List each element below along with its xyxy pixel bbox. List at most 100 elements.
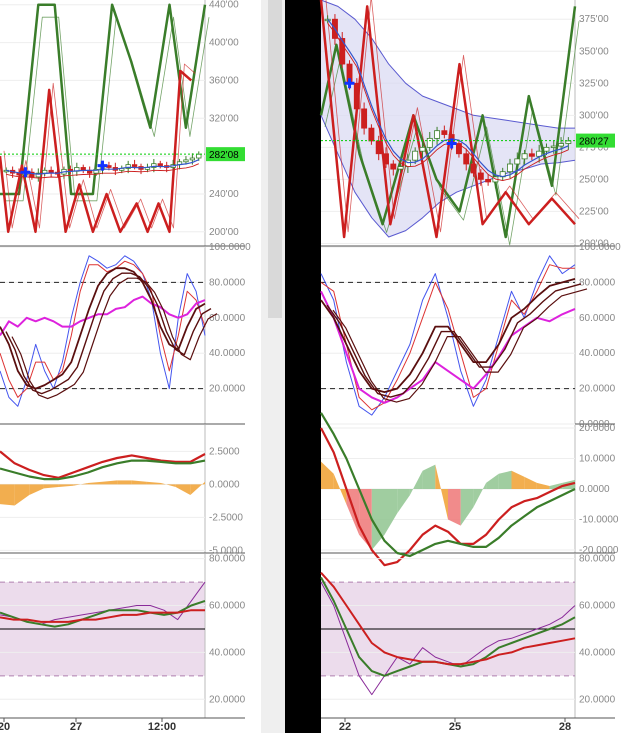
candle-body <box>390 163 397 170</box>
macd-series-line <box>0 459 206 481</box>
macd-y-tick-label: -2.5000 <box>209 512 243 523</box>
macd-histogram-segment <box>435 464 448 520</box>
candle-body <box>361 108 368 129</box>
rsi-series-line <box>320 581 576 696</box>
candle-body <box>196 153 202 159</box>
candle-body <box>485 178 492 183</box>
x-tick-label: 27 <box>70 721 82 733</box>
price-y-tick-label: 240'00 <box>209 189 239 200</box>
price-badge-label: 282'08 <box>209 150 239 161</box>
macd-histogram-segment <box>321 461 334 489</box>
macd-histogram-segment <box>14 484 30 506</box>
rsi-y-tick-label: 40.0000 <box>579 647 616 658</box>
candle-body <box>463 153 470 165</box>
stoch-y-tick-label: 100.0000 <box>579 242 621 253</box>
x-tick-label: 22 <box>339 721 351 733</box>
candle-body <box>35 172 41 178</box>
candle-body <box>558 143 565 147</box>
candle-body <box>131 164 138 167</box>
zigzag-red-line <box>0 69 193 234</box>
scrollbar-thumb[interactable] <box>268 0 282 318</box>
price-y-tick-label: 375'00 <box>579 14 609 25</box>
macd-histogram-segment <box>161 483 176 488</box>
candle-body <box>543 146 550 152</box>
macd-histogram-segment <box>486 473 499 489</box>
macd-histogram-segment <box>87 481 103 485</box>
macd-histogram-segment <box>117 480 132 485</box>
macd-histogram-segment <box>190 481 205 495</box>
candle-body <box>412 150 419 161</box>
candle-body <box>419 146 426 152</box>
rsi-series-line <box>0 599 206 628</box>
macd-y-tick-label: 0.0000 <box>209 479 240 490</box>
x-tick-label: 12:00 <box>148 721 176 733</box>
candle-body <box>157 163 163 166</box>
price-y-tick-label: 275'00 <box>579 142 609 153</box>
candle-body <box>455 143 462 155</box>
stoch-series-line <box>0 267 206 390</box>
candle-body <box>550 145 557 148</box>
macd-histogram-segment <box>448 489 461 526</box>
price-y-tick-label: 200'00 <box>579 238 609 249</box>
candle-body <box>565 140 572 144</box>
stoch-y-tick-label: 80.0000 <box>209 277 246 288</box>
bollinger-upper-line <box>320 0 575 129</box>
moving-average-line <box>327 18 569 178</box>
stoch-y-tick-label: 20.0000 <box>209 384 246 395</box>
candle-body <box>514 158 521 165</box>
price-y-tick-label: 225'00 <box>579 206 609 217</box>
macd-histogram-segment <box>102 480 118 485</box>
candle-body <box>125 164 131 169</box>
macd-histogram-segment <box>29 484 44 495</box>
x-tick-label: 28 <box>559 721 571 733</box>
left-chart-column: 440'00400'00360'00320'00280'00240'00200'… <box>0 0 251 733</box>
moving-average-red-line <box>6 163 199 179</box>
stoch-y-tick-label: 40.0000 <box>579 348 616 359</box>
candle-body <box>368 127 375 142</box>
price-y-tick-label: 200'00 <box>209 227 239 238</box>
zigzag-green-thin-line <box>324 21 580 246</box>
price-y-tick-label: 360'00 <box>209 75 239 86</box>
macd-histogram-segment <box>58 484 74 488</box>
rsi-y-tick-label: 40.0000 <box>209 647 246 658</box>
price-badge-label: 280'27 <box>579 137 609 148</box>
macd-histogram-segment <box>498 470 512 489</box>
stoch-series-line-lagged <box>11 277 218 400</box>
rsi-y-tick-label: 80.0000 <box>579 554 616 565</box>
stoch-series-line-lagged <box>326 283 582 398</box>
stoch-y-tick-label: 100.0000 <box>209 242 251 253</box>
signal-cross-marker <box>97 160 108 171</box>
macd-series-line <box>0 450 206 479</box>
stoch-series-line <box>0 255 206 407</box>
candle-body <box>151 163 157 168</box>
zigzag-green-thin-line <box>4 16 210 202</box>
rsi-y-tick-label: 60.0000 <box>579 601 616 612</box>
rsi-y-tick-label: 60.0000 <box>209 601 246 612</box>
rsi-y-tick-label: 20.0000 <box>209 694 246 705</box>
macd-y-tick-label: -5.0000 <box>209 545 243 556</box>
candle-body <box>383 153 389 165</box>
macd-histogram-segment <box>397 489 410 514</box>
candle-body <box>528 153 535 157</box>
candle-body <box>470 163 477 174</box>
price-y-tick-label: 400'00 <box>209 38 239 49</box>
stoch-series-line <box>320 255 576 416</box>
macd-histogram-segment <box>409 470 423 496</box>
macd-histogram-segment <box>333 473 347 505</box>
candle-body <box>397 166 404 170</box>
macd-y-tick-label: 2.5000 <box>209 446 240 457</box>
candle-body <box>93 168 99 174</box>
macd-y-tick-label: 10.0000 <box>579 454 616 465</box>
macd-histogram-segment <box>460 489 474 526</box>
price-y-tick-label: 300'00 <box>579 110 609 121</box>
macd-series-line <box>320 412 576 558</box>
price-badge <box>576 133 615 148</box>
macd-histogram-segment <box>473 482 487 508</box>
macd-histogram-segment <box>536 482 550 489</box>
stoch-series-line <box>320 264 575 411</box>
macd-histogram-segment <box>384 489 398 535</box>
panel-separator <box>285 0 321 733</box>
macd-histogram-segment <box>43 484 59 489</box>
candle-body <box>521 153 528 160</box>
candle-body <box>29 171 35 178</box>
